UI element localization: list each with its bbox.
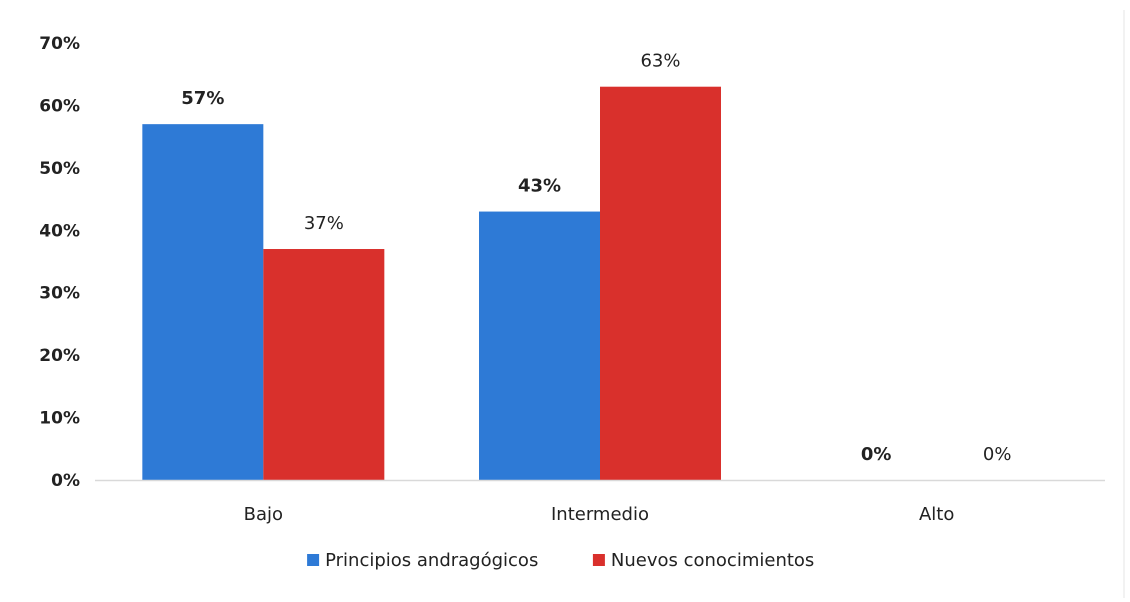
y-tick-label: 10%	[39, 409, 80, 429]
bar-principios-intermedio	[479, 211, 600, 481]
data-label: 57%	[181, 88, 224, 109]
data-labels-group: 57% 37% 43% 63% 0% 0%	[181, 51, 1011, 465]
bar-nuevos-intermedio	[600, 86, 721, 480]
legend-swatch	[592, 554, 605, 566]
data-label: 63%	[640, 51, 680, 72]
data-label: 0%	[983, 444, 1012, 465]
y-tick-label: 60%	[39, 96, 80, 116]
legend-label: Principios andragógicos	[325, 550, 538, 571]
y-tick-label: 70%	[39, 34, 80, 54]
bar-principios-bajo	[142, 124, 264, 481]
data-label: 43%	[518, 176, 561, 197]
y-axis: 0% 10% 20% 30% 40% 50% 60% 70%	[39, 34, 80, 491]
y-tick-label: 0%	[51, 471, 80, 491]
y-tick-label: 20%	[39, 346, 80, 366]
y-tick-label: 40%	[39, 221, 80, 241]
x-axis: Bajo Intermedio Alto	[244, 504, 955, 525]
legend: Principios andragógicos Nuevos conocimien…	[307, 550, 814, 571]
bar-nuevos-bajo	[263, 249, 385, 480]
data-label: 37%	[304, 213, 344, 234]
x-tick-label: Alto	[919, 504, 954, 525]
bars-group	[142, 86, 721, 481]
x-tick-label: Intermedio	[551, 504, 649, 525]
x-tick-label: Bajo	[244, 504, 283, 525]
legend-swatch	[307, 554, 320, 566]
data-label: 0%	[861, 444, 892, 465]
y-tick-label: 30%	[39, 284, 80, 304]
legend-label: Nuevos conocimientos	[611, 550, 814, 571]
y-tick-label: 50%	[39, 159, 80, 179]
